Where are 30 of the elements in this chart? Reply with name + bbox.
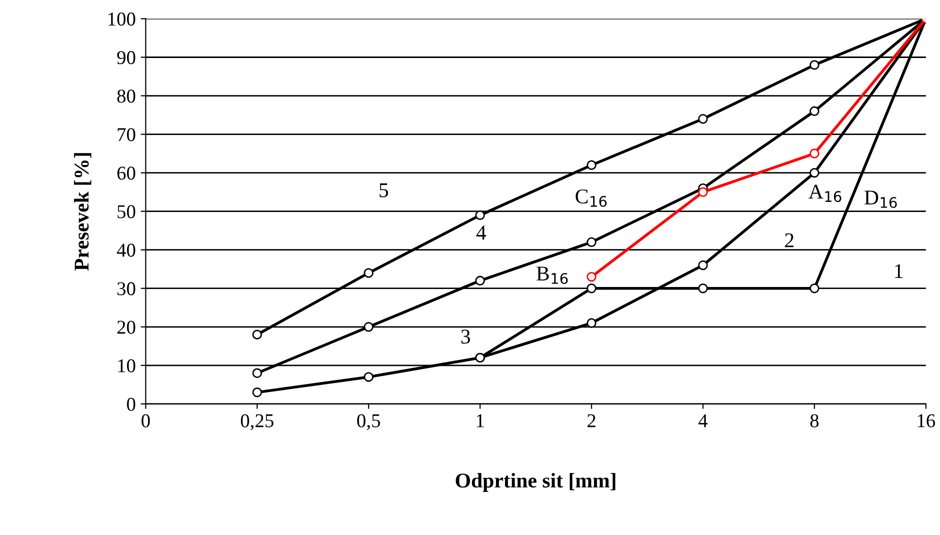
y-tick-label: 10 bbox=[118, 359, 136, 372]
y-tick-label: 40 bbox=[116, 244, 136, 257]
y-tick-label: 30 bbox=[117, 282, 136, 296]
x-tick-label: 4 bbox=[698, 414, 708, 428]
x-tick-label: 2 bbox=[588, 414, 596, 428]
x-axis-title: Odprtine sit [mm] bbox=[456, 472, 616, 492]
y-tick-label: 20 bbox=[117, 320, 136, 334]
x-tick-label: 0,5 bbox=[357, 414, 380, 430]
series-label: D$_{16}$ bbox=[864, 190, 897, 208]
y-tick-label: 60 bbox=[117, 166, 136, 180]
x-tick-label: 0 bbox=[142, 414, 150, 428]
series-label: A$_{16}$ bbox=[808, 184, 842, 202]
annotation: 1 bbox=[895, 264, 903, 278]
y-axis-title: Presevek [%] bbox=[74, 153, 92, 271]
annotation: 4 bbox=[476, 226, 486, 240]
x-tick-label: 16 bbox=[918, 414, 936, 428]
series-label: B$_{16}$ bbox=[536, 266, 568, 284]
annotation: 2 bbox=[785, 233, 794, 248]
y-tick-label: 90 bbox=[117, 51, 136, 64]
y-tick-label: 0 bbox=[126, 398, 136, 411]
y-tick-label: 70 bbox=[118, 128, 136, 142]
y-tick-label: 100 bbox=[108, 12, 136, 26]
y-tick-label: 80 bbox=[117, 90, 136, 103]
annotation: 3 bbox=[461, 330, 470, 344]
x-tick-label: 1 bbox=[476, 414, 484, 428]
x-tick-label: 8 bbox=[810, 414, 819, 428]
series-label: C$_{16}$ bbox=[576, 189, 607, 207]
x-tick-label: 0,25 bbox=[240, 414, 274, 430]
annotation: 5 bbox=[380, 183, 388, 198]
y-tick-label: 50 bbox=[118, 205, 136, 218]
